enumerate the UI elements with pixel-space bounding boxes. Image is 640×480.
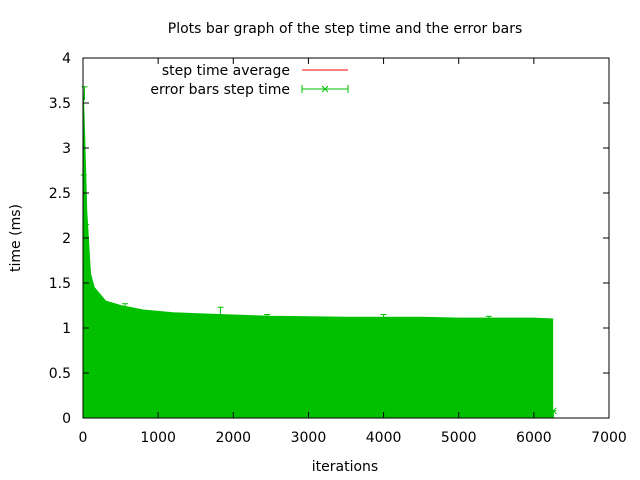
legend: step time average error bars step time bbox=[150, 63, 349, 98]
y-tick-label: 3.5 bbox=[49, 96, 71, 112]
x-tick-label: 5000 bbox=[441, 430, 477, 446]
legend-label-error-bars: error bars step time bbox=[150, 82, 290, 98]
x-tick-label: 7000 bbox=[591, 430, 627, 446]
y-tick-label: 4 bbox=[62, 51, 71, 67]
x-tick-label: 1000 bbox=[140, 430, 176, 446]
y-tick-label: 1 bbox=[62, 321, 71, 337]
legend-label-step-time-average: step time average bbox=[162, 63, 290, 79]
x-tick-label: 6000 bbox=[516, 430, 552, 446]
y-tick-label: 3 bbox=[62, 141, 71, 157]
x-tick-label: 2000 bbox=[215, 430, 251, 446]
legend-swatch-marker bbox=[321, 85, 329, 93]
x-tick-label: 3000 bbox=[291, 430, 327, 446]
axis-ticks: 0 1000 2000 3000 4000 5000 6000 7000 0 0.5 1 1.5 2 2.… bbox=[49, 51, 627, 446]
y-tick-label: 1.5 bbox=[49, 276, 71, 292]
chart-title: Plots bar graph of the step time and the… bbox=[168, 21, 523, 37]
x-tick-label: 4000 bbox=[366, 430, 402, 446]
x-axis-label: iterations bbox=[312, 459, 378, 475]
y-tick-label: 0 bbox=[62, 411, 71, 427]
y-tick-label: 0.5 bbox=[49, 366, 71, 382]
y-axis-label: time (ms) bbox=[8, 204, 24, 272]
error-bars-fill bbox=[82, 84, 554, 419]
x-tick-label: 0 bbox=[79, 430, 88, 446]
error-bar-point-marker bbox=[550, 407, 557, 415]
y-tick-label: 2 bbox=[62, 231, 71, 247]
y-tick-label: 2.5 bbox=[49, 186, 71, 202]
plot-data-layer bbox=[80, 84, 557, 419]
